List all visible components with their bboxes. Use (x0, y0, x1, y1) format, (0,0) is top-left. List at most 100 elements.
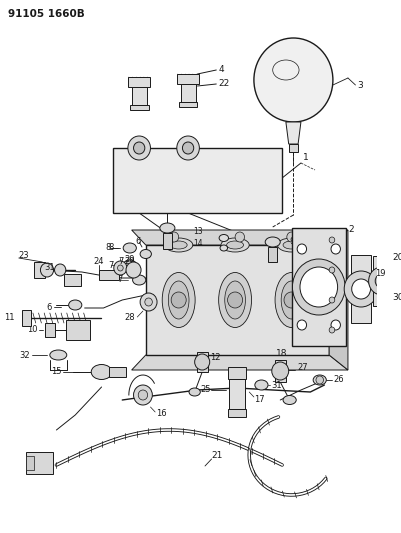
Bar (179, 102, 197, 107)
Ellipse shape (168, 281, 189, 319)
Text: 8: 8 (108, 244, 113, 253)
Text: 26: 26 (333, 376, 344, 384)
Circle shape (55, 264, 66, 276)
Circle shape (41, 263, 54, 277)
Bar (26, 456, 34, 470)
Circle shape (228, 292, 243, 308)
Bar (177, 74, 199, 84)
Ellipse shape (123, 260, 136, 270)
Ellipse shape (277, 238, 306, 252)
Circle shape (297, 320, 307, 330)
Ellipse shape (220, 245, 228, 251)
Circle shape (134, 385, 152, 405)
Circle shape (177, 136, 199, 160)
Ellipse shape (219, 272, 251, 327)
Circle shape (331, 320, 340, 330)
Circle shape (171, 292, 186, 308)
Text: 22: 22 (218, 79, 229, 88)
Ellipse shape (219, 235, 229, 241)
Polygon shape (132, 355, 348, 370)
Bar (275, 360, 286, 382)
Text: 25: 25 (200, 385, 211, 394)
Circle shape (128, 136, 150, 160)
Circle shape (134, 142, 145, 154)
Ellipse shape (265, 237, 280, 247)
Bar (373, 256, 390, 306)
Ellipse shape (283, 395, 296, 405)
Text: 31: 31 (271, 381, 282, 390)
Bar (66, 320, 90, 340)
Polygon shape (146, 245, 329, 355)
Ellipse shape (275, 272, 308, 327)
Circle shape (316, 376, 324, 384)
Text: 11: 11 (4, 313, 14, 322)
Text: 23: 23 (19, 252, 29, 261)
Text: 5: 5 (145, 252, 150, 261)
Text: 29: 29 (124, 257, 135, 266)
Text: 17: 17 (254, 395, 265, 405)
Text: 18: 18 (276, 350, 288, 359)
Text: 20: 20 (392, 254, 401, 262)
Circle shape (182, 142, 194, 154)
Text: 16: 16 (156, 408, 167, 417)
Circle shape (169, 232, 179, 242)
Bar (228, 367, 246, 379)
Circle shape (375, 274, 389, 288)
Text: 3: 3 (357, 80, 363, 90)
Bar (45, 323, 55, 337)
Text: 7: 7 (119, 257, 124, 266)
Ellipse shape (123, 243, 136, 253)
Text: 10: 10 (27, 326, 38, 335)
Text: 28: 28 (125, 312, 136, 321)
Ellipse shape (140, 249, 152, 259)
Bar (351, 255, 371, 323)
Circle shape (287, 232, 296, 242)
Ellipse shape (283, 241, 300, 249)
Circle shape (369, 267, 395, 295)
Ellipse shape (162, 272, 195, 327)
Text: 14: 14 (194, 239, 203, 248)
Circle shape (272, 362, 289, 380)
Ellipse shape (50, 350, 67, 360)
Circle shape (114, 261, 127, 275)
Circle shape (352, 279, 371, 299)
Ellipse shape (281, 281, 302, 319)
Circle shape (331, 244, 340, 254)
Bar (163, 233, 172, 249)
Bar (128, 77, 150, 87)
Circle shape (344, 271, 378, 307)
Circle shape (329, 297, 335, 303)
Bar (22, 310, 31, 326)
Circle shape (145, 298, 152, 306)
Bar (180, 84, 196, 102)
Text: 91105 1660B: 91105 1660B (8, 9, 84, 19)
Bar (228, 409, 246, 417)
Circle shape (297, 244, 307, 254)
Text: 31: 31 (44, 263, 55, 272)
Circle shape (235, 232, 245, 242)
Ellipse shape (189, 388, 200, 396)
Bar (113, 148, 282, 213)
Circle shape (292, 259, 345, 315)
Text: 27: 27 (297, 364, 308, 373)
Bar (26, 452, 53, 474)
Circle shape (329, 327, 335, 333)
Ellipse shape (255, 380, 268, 390)
Ellipse shape (69, 300, 82, 310)
Text: 24: 24 (93, 257, 104, 266)
Text: 6: 6 (47, 303, 52, 311)
Text: 12: 12 (210, 352, 220, 361)
Ellipse shape (133, 275, 146, 285)
Polygon shape (286, 122, 301, 144)
Circle shape (300, 267, 338, 307)
Bar (130, 105, 149, 110)
Text: 7: 7 (108, 261, 113, 270)
Bar (99, 270, 119, 280)
Circle shape (329, 237, 335, 243)
Ellipse shape (91, 365, 112, 379)
Ellipse shape (160, 223, 175, 233)
Ellipse shape (313, 375, 326, 385)
Text: 9: 9 (290, 238, 296, 246)
Circle shape (194, 354, 210, 370)
Text: 30: 30 (392, 294, 401, 303)
